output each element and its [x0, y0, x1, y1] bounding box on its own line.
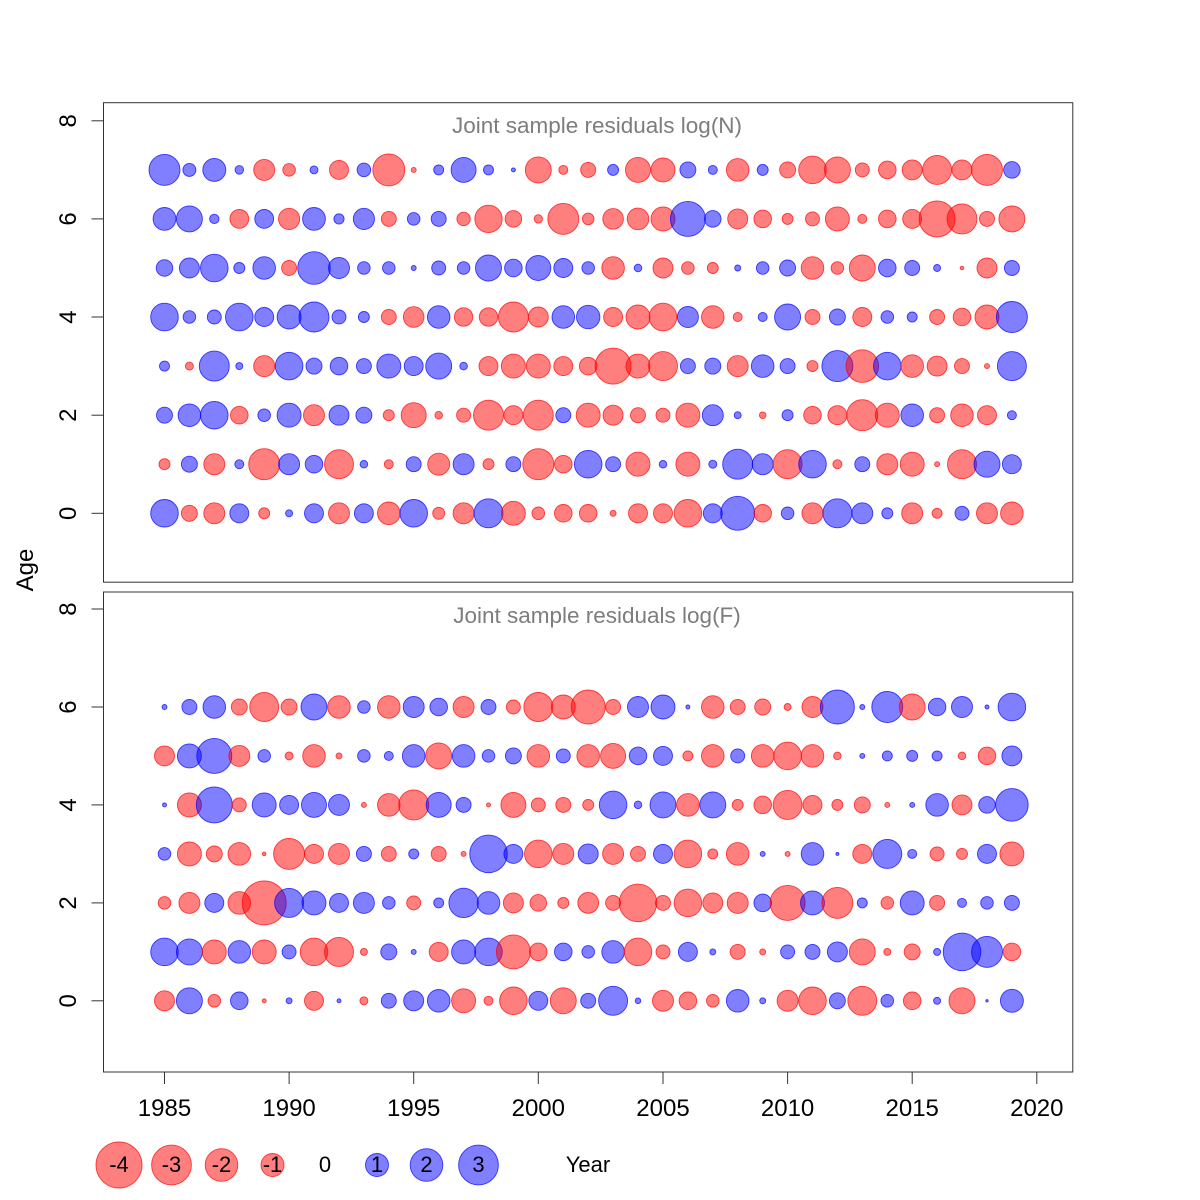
svg-text:Joint sample residuals log(F): Joint sample residuals log(F) — [453, 603, 741, 628]
svg-text:2005: 2005 — [636, 1095, 689, 1122]
svg-text:-2: -2 — [212, 1152, 232, 1177]
svg-text:2000: 2000 — [512, 1095, 565, 1122]
svg-text:Age: Age — [12, 549, 39, 592]
svg-text:2: 2 — [420, 1152, 432, 1177]
svg-text:-1: -1 — [263, 1152, 283, 1177]
svg-text:-3: -3 — [162, 1152, 182, 1177]
svg-text:2010: 2010 — [761, 1095, 814, 1122]
svg-text:6: 6 — [55, 700, 82, 713]
svg-text:4: 4 — [55, 310, 82, 323]
svg-text:Joint sample residuals log(N): Joint sample residuals log(N) — [452, 113, 742, 138]
svg-text:2: 2 — [55, 409, 82, 422]
svg-text:-4: -4 — [109, 1152, 129, 1177]
svg-text:2: 2 — [55, 896, 82, 909]
svg-text:0: 0 — [55, 994, 82, 1007]
svg-text:1985: 1985 — [138, 1095, 191, 1122]
svg-text:8: 8 — [55, 602, 82, 615]
svg-text:8: 8 — [55, 114, 82, 127]
svg-text:6: 6 — [55, 212, 82, 225]
svg-text:2020: 2020 — [1010, 1095, 1063, 1122]
svg-text:1: 1 — [371, 1152, 383, 1177]
svg-text:3: 3 — [472, 1152, 484, 1177]
svg-text:4: 4 — [55, 798, 82, 811]
svg-text:1990: 1990 — [262, 1095, 315, 1122]
svg-text:0: 0 — [55, 507, 82, 520]
svg-text:1995: 1995 — [387, 1095, 440, 1122]
svg-text:2015: 2015 — [886, 1095, 939, 1122]
svg-text:0: 0 — [319, 1152, 331, 1177]
svg-text:Year: Year — [566, 1152, 610, 1177]
